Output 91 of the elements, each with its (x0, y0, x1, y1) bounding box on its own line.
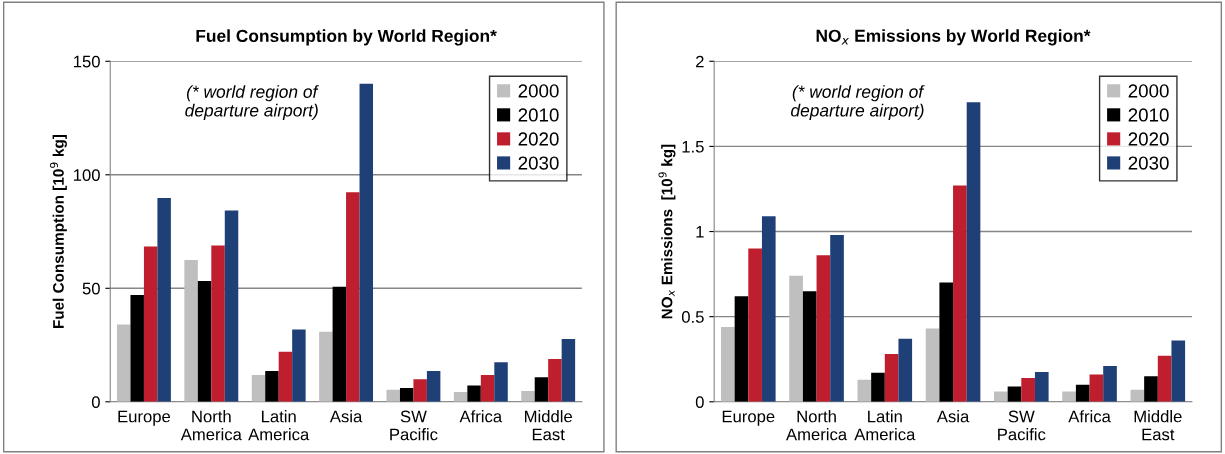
legend-label: 2020 (518, 132, 559, 146)
bar (494, 362, 508, 402)
bar (157, 197, 171, 402)
bar (789, 275, 803, 402)
legend-label: 2000 (518, 84, 559, 98)
bar (1144, 376, 1158, 402)
x-tick-label: Europe (722, 410, 775, 426)
x-tick-label: SW Pacific (998, 410, 1046, 441)
annotation: (* world region of departure airport) (791, 85, 925, 121)
bar (251, 375, 266, 402)
y-tick-label: 150 (73, 55, 100, 68)
y-tick-label: 100 (73, 169, 100, 181)
bar (1103, 366, 1117, 402)
bar (319, 331, 333, 402)
chart-title: Fuel Consumption by World Region* (196, 29, 497, 46)
legend-label: 2030 (1128, 156, 1169, 170)
y-axis-title: Fuel Consumption [10$^{9}$ kg] (49, 135, 67, 329)
y-tick-label: 0 (695, 396, 704, 408)
bar (548, 359, 562, 402)
bar (480, 375, 495, 402)
bar (802, 291, 817, 402)
bar (721, 326, 735, 402)
bar (211, 245, 225, 402)
bar (830, 234, 844, 402)
bar (399, 387, 414, 402)
legend-label: 2010 (1128, 108, 1169, 122)
bar (1157, 355, 1172, 402)
x-tick-label: SW Pacific (390, 410, 438, 441)
bar (994, 391, 1008, 402)
x-tick-label: Africa (1068, 410, 1111, 423)
chart-title: NO$_{x}$ Emissions by World Region* (816, 29, 1091, 46)
bar (748, 248, 762, 402)
bar (467, 385, 481, 402)
y-tick-label: 0 (91, 396, 100, 408)
bar (184, 259, 198, 402)
bar (1007, 386, 1022, 402)
legend-label: 2020 (1128, 132, 1169, 146)
x-tick-label: Latin America (854, 410, 916, 441)
x-tick-label: Europe (118, 410, 171, 426)
bar (1021, 377, 1035, 402)
x-tick-label: Asia (936, 410, 970, 423)
y-tick-label: 0.5 (681, 311, 704, 323)
bar (265, 370, 279, 402)
y-axis-title: NO$_{x}$ Emissions [10$^{9}$ kg] (658, 144, 676, 319)
x-tick-label: Asia (329, 410, 363, 423)
y-tick-label: 1 (696, 226, 704, 238)
bar (413, 379, 427, 402)
bar (534, 377, 549, 402)
y-tick-label: 2 (696, 55, 704, 68)
x-tick-label: North America (180, 410, 242, 441)
bar (130, 295, 144, 402)
bar (1075, 384, 1090, 402)
x-tick-label: Middle East (525, 410, 572, 441)
bar (197, 281, 212, 402)
y-tick-label: 50 (82, 282, 100, 295)
bar (953, 185, 967, 402)
x-tick-label: Middle East (1134, 410, 1182, 441)
bar (857, 379, 872, 402)
bar (426, 370, 441, 402)
bar (871, 372, 885, 402)
bar (332, 286, 347, 402)
legend-label: 2010 (518, 108, 559, 122)
x-tick-label: Africa (459, 410, 503, 423)
bar (386, 389, 400, 402)
bar (561, 338, 576, 402)
bar (939, 282, 954, 402)
bar (143, 246, 158, 402)
bar (884, 354, 899, 402)
bar (761, 216, 776, 402)
y-tick-label: 1.5 (682, 140, 704, 153)
bar (346, 192, 360, 402)
bar (898, 338, 913, 402)
bar (816, 255, 831, 402)
bar (734, 296, 749, 402)
legend-label: 2000 (1128, 84, 1169, 98)
x-tick-label: North America (786, 410, 848, 441)
bar (278, 351, 293, 402)
bar (1062, 391, 1076, 402)
bar (292, 329, 306, 402)
x-tick-label: Latin America (248, 410, 310, 441)
legend-label: 2030 (518, 156, 559, 170)
bar (1034, 372, 1049, 402)
bar (966, 102, 981, 402)
bar (116, 324, 131, 402)
bar (925, 328, 940, 402)
annotation: (* world region of departure airport) (185, 85, 319, 121)
bar (359, 83, 374, 402)
bar (224, 210, 239, 402)
bar (1171, 340, 1186, 402)
bar (1089, 374, 1104, 402)
bar (521, 391, 535, 402)
